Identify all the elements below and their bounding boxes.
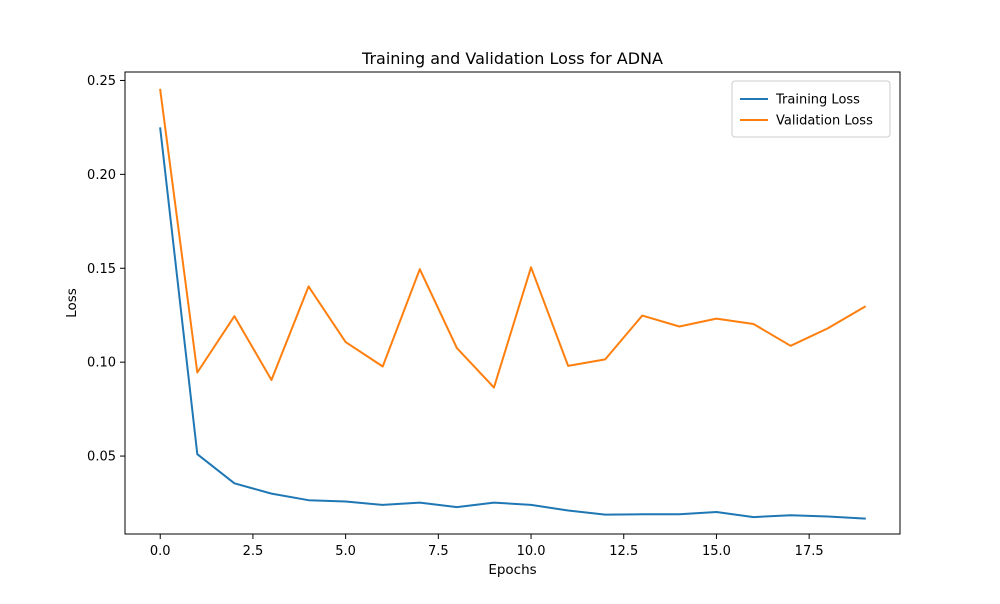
legend-box	[731, 80, 891, 138]
chart-title: Training and Validation Loss for ADNA	[361, 49, 663, 68]
x-tick-label: 7.5	[428, 544, 449, 559]
x-tick-label: 15.0	[702, 544, 731, 559]
x-tick-label: 10.0	[517, 544, 546, 559]
x-axis-label: Epochs	[488, 562, 536, 578]
plot-frame	[124, 71, 901, 535]
axes: 0.0 2.5 5.0 7.5 10.0 12.5 15.0 17.5 0.05 0.10 0.15…	[87, 74, 824, 559]
legend: Training Loss Validation Loss	[731, 80, 891, 138]
y-tick-label: 0.15	[87, 262, 116, 277]
legend-label-validation-loss: Validation Loss	[776, 114, 873, 129]
y-tick-label: 0.20	[87, 168, 116, 183]
plot-area	[159, 88, 867, 520]
y-axis-label: Loss	[64, 288, 80, 318]
training-loss-line	[159, 127, 866, 520]
legend-label-training-loss: Training Loss	[775, 93, 860, 108]
x-tick-label: 0.0	[150, 544, 171, 559]
x-tick-label: 17.5	[795, 544, 824, 559]
y-tick-label: 0.10	[87, 356, 116, 371]
x-tick-label: 5.0	[335, 544, 356, 559]
y-tick-label: 0.05	[87, 450, 116, 465]
validation-loss-line	[159, 88, 867, 389]
x-tick-label: 2.5	[243, 544, 264, 559]
y-tick-label: 0.25	[87, 74, 116, 89]
x-tick-label: 12.5	[609, 544, 638, 559]
